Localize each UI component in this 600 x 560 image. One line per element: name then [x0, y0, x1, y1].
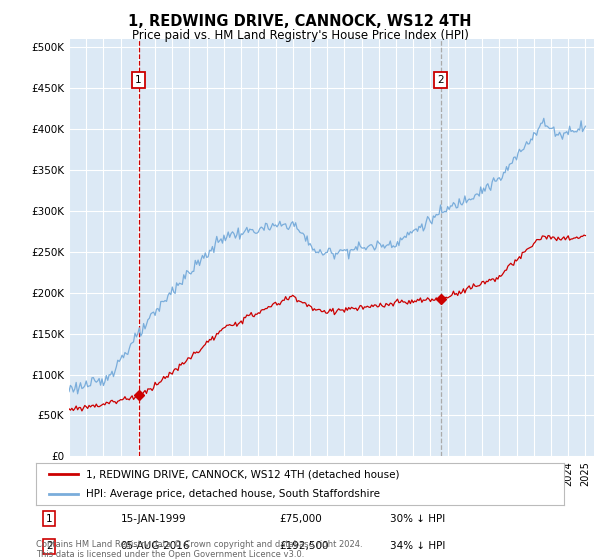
- Text: £75,000: £75,000: [279, 514, 322, 524]
- Text: 30% ↓ HPI: 30% ↓ HPI: [390, 514, 445, 524]
- Text: 1, REDWING DRIVE, CANNOCK, WS12 4TH: 1, REDWING DRIVE, CANNOCK, WS12 4TH: [128, 14, 472, 29]
- Text: 34% ↓ HPI: 34% ↓ HPI: [390, 542, 445, 552]
- Text: Contains HM Land Registry data © Crown copyright and database right 2024.
This d: Contains HM Land Registry data © Crown c…: [36, 540, 362, 559]
- Text: 1: 1: [135, 75, 142, 85]
- Text: 15-JAN-1999: 15-JAN-1999: [121, 514, 186, 524]
- Text: 05-AUG-2016: 05-AUG-2016: [121, 542, 190, 552]
- Text: 1: 1: [46, 514, 53, 524]
- Text: 2: 2: [46, 542, 53, 552]
- Text: 1, REDWING DRIVE, CANNOCK, WS12 4TH (detached house): 1, REDWING DRIVE, CANNOCK, WS12 4TH (det…: [86, 469, 400, 479]
- Text: 2: 2: [437, 75, 444, 85]
- Text: HPI: Average price, detached house, South Staffordshire: HPI: Average price, detached house, Sout…: [86, 489, 380, 499]
- Text: £192,500: £192,500: [279, 542, 328, 552]
- Text: Price paid vs. HM Land Registry's House Price Index (HPI): Price paid vs. HM Land Registry's House …: [131, 29, 469, 42]
